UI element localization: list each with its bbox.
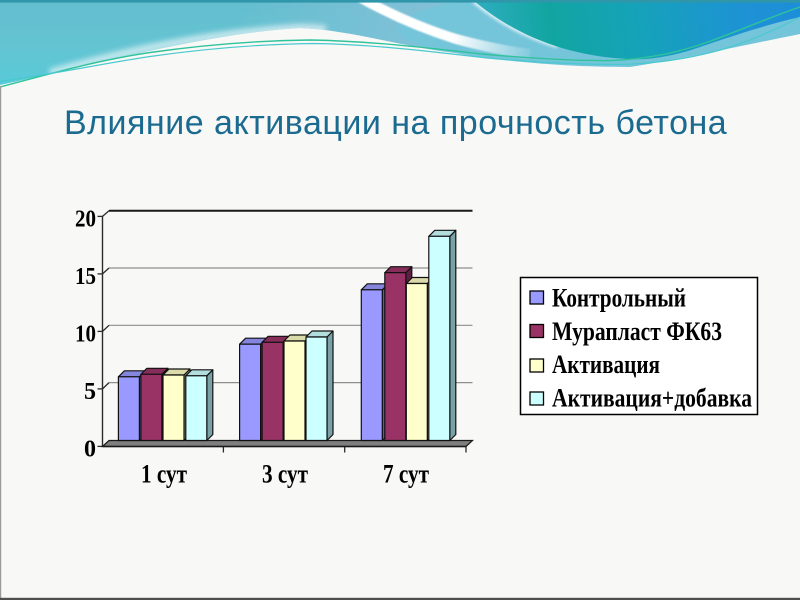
svg-text:20: 20 bbox=[75, 206, 96, 232]
svg-text:Контрольный: Контрольный bbox=[552, 284, 686, 313]
svg-text:5: 5 bbox=[84, 379, 96, 405]
svg-text:7 сут: 7 сут bbox=[383, 460, 429, 489]
svg-text:Активация: Активация bbox=[552, 350, 660, 379]
svg-text:10: 10 bbox=[75, 321, 96, 347]
svg-text:Активация+добавка: Активация+добавка bbox=[552, 384, 752, 413]
svg-text:0: 0 bbox=[84, 436, 96, 462]
svg-text:Мурапласт ФК63: Мурапласт ФК63 bbox=[552, 317, 722, 346]
svg-text:1 сут: 1 сут bbox=[141, 460, 187, 489]
svg-text:15: 15 bbox=[75, 264, 96, 290]
svg-text:3 сут: 3 сут bbox=[262, 460, 308, 489]
